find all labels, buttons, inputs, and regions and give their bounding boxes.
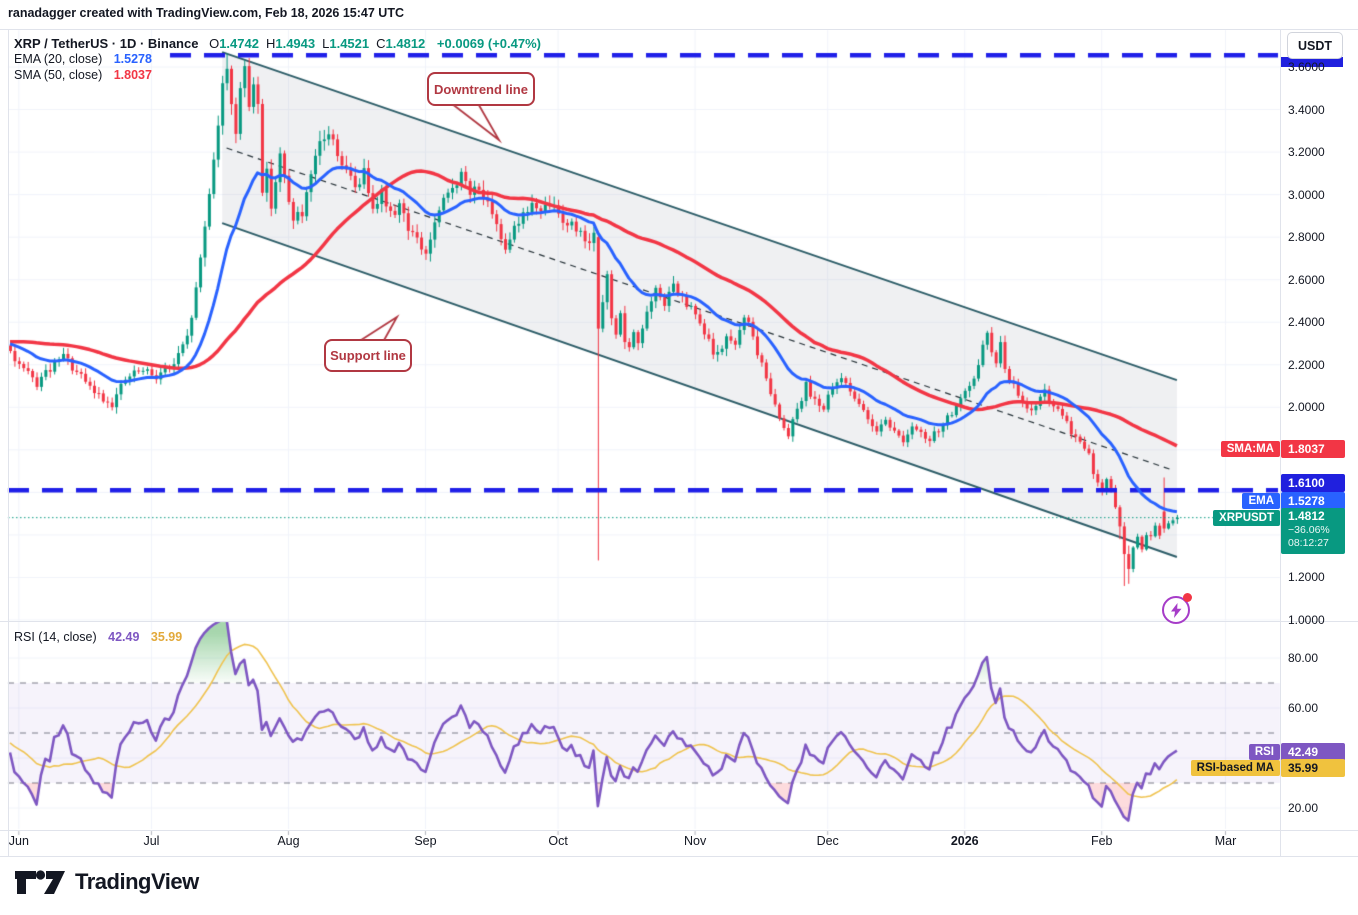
price-tick-label: 3.4000: [1288, 102, 1325, 117]
ohlc-val: 1.4943: [275, 36, 316, 51]
time-tick-label-2026: 2026: [950, 834, 979, 848]
time-tick-label-feb: Feb: [1090, 834, 1113, 848]
ohlc-values: O1.4742 H1.4943 L1.4521 C1.4812: [202, 36, 425, 51]
price-tick-label: 2.8000: [1288, 230, 1325, 245]
ohlc-val: 1.4521: [329, 36, 370, 51]
rsi-value: 42.49: [108, 630, 140, 644]
ema-label: EMA (20, close): [14, 52, 103, 66]
notification-dot: [1183, 593, 1192, 602]
time-tick-label-jun: Jun: [8, 834, 29, 848]
tradingview-wordmark: TradingView: [75, 869, 199, 894]
rsi-flag-value: 42.49: [1281, 742, 1345, 761]
sma-value: 1.8037: [113, 68, 152, 82]
time-tick-label-nov: Nov: [683, 834, 707, 848]
tradingview-logo-icon: [15, 870, 65, 894]
support-line-callout[interactable]: Support line: [324, 339, 412, 372]
rsi-tick-label: 20.00: [1288, 801, 1319, 815]
pane-separator[interactable]: [0, 621, 1358, 622]
time-tick-label-aug: Aug: [277, 834, 300, 848]
time-tick-label-oct: Oct: [548, 834, 568, 848]
last-price-flag-tag: XRPUSDT: [1213, 510, 1280, 526]
time-tick-label-sep: Sep: [414, 834, 437, 848]
ohlc-val: 1.4742: [219, 36, 259, 51]
ohlc-key: C: [376, 36, 386, 51]
ema-legend-row[interactable]: EMA (20, close) 1.5278: [14, 52, 152, 66]
price-tick-label: 2.4000: [1288, 315, 1325, 330]
price-tick-label: 2.2000: [1288, 357, 1325, 372]
price-tick-label: 1.2000: [1288, 570, 1325, 585]
rsi-ma-flag-value: 35.99: [1281, 759, 1345, 778]
tradingview-logo[interactable]: TradingView: [14, 868, 199, 896]
time-tick-label-jul: Jul: [143, 834, 160, 848]
symbol-legend-row[interactable]: XRP / TetherUS · 1D · Binance O1.4742 H1.…: [14, 36, 541, 51]
downtrend-callout-label: Downtrend line: [434, 81, 528, 97]
time-axis-bottom: [0, 856, 1358, 857]
rsi-flag-tag: RSI: [1248, 743, 1280, 760]
rsi-ma-flag-tag: RSI-based MA: [1190, 760, 1280, 777]
last-price-flag-value: 1.4812 −36.06% 08:12:27: [1281, 508, 1345, 554]
ema-value: 1.5278: [113, 52, 152, 66]
rsi-tick-label: 60.00: [1288, 701, 1319, 715]
price-tick-label: 1.0000: [1288, 613, 1325, 627]
resistance-price-label: [1281, 57, 1343, 67]
sma-label: SMA (50, close): [14, 68, 103, 82]
ohlc-key: L: [322, 36, 330, 51]
attribution-header: ranadagger created with TradingView.com,…: [8, 6, 404, 20]
sma-flag-value: 1.8037: [1281, 440, 1345, 459]
rsi-label: RSI (14, close): [14, 630, 97, 644]
rsi-ma-value: 35.99: [150, 630, 183, 644]
currency-toggle-button[interactable]: USDT: [1287, 32, 1343, 59]
downtrend-line-callout[interactable]: Downtrend line: [427, 72, 535, 106]
price-tick-label: 3.6000: [1288, 60, 1325, 74]
ema-flag-value: 1.5278: [1281, 492, 1345, 510]
axis-separator[interactable]: [1280, 30, 1281, 856]
level-flag-value: 1.6100: [1281, 474, 1345, 492]
left-border: [8, 30, 9, 856]
price-tick-label: 2.6000: [1288, 272, 1325, 287]
price-tick-label: 3.2000: [1288, 145, 1325, 160]
symbol-title: XRP / TetherUS · 1D · Binance: [14, 36, 199, 51]
flash-action-button[interactable]: [1162, 593, 1192, 624]
price-tick-label: 3.0000: [1288, 187, 1325, 202]
rsi-legend-row[interactable]: RSI (14, close) 42.49 35.99: [14, 630, 182, 644]
time-tick-label-mar: Mar: [1214, 834, 1237, 848]
top-border: [0, 29, 1358, 30]
sma-legend-row[interactable]: SMA (50, close) 1.8037: [14, 68, 152, 82]
ohlc-key: H: [265, 36, 276, 51]
time-tick-label-dec: Dec: [816, 834, 839, 848]
rsi-tick-label: 80.00: [1288, 651, 1319, 665]
ema-flag-tag: EMA: [1242, 493, 1280, 509]
ohlc-key: O: [209, 36, 220, 51]
support-callout-label: Support line: [330, 348, 406, 363]
time-axis-top: [0, 830, 1358, 831]
price-tick-label: 2.0000: [1288, 400, 1325, 415]
sma-flag-tag: SMA:MA: [1220, 441, 1280, 458]
time-axis[interactable]: [8, 831, 1280, 856]
change-value: +0.0069 (+0.47%): [436, 36, 541, 51]
ohlc-val: 1.4812: [385, 36, 426, 51]
